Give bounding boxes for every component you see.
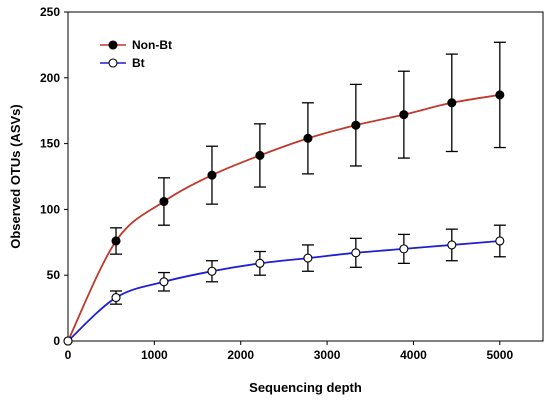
x-tick-label: 0 bbox=[65, 348, 72, 362]
data-point bbox=[447, 240, 457, 250]
legend-label-bt: Bt bbox=[132, 56, 145, 70]
data-point bbox=[399, 110, 409, 120]
legend-marker-bt bbox=[108, 58, 118, 68]
data-point bbox=[351, 248, 361, 258]
series-line-bt bbox=[67, 240, 500, 342]
x-tick-label: 1000 bbox=[141, 348, 168, 362]
series-layer bbox=[63, 41, 506, 346]
data-point bbox=[207, 170, 217, 180]
x-tick-label: 4000 bbox=[400, 348, 427, 362]
data-point bbox=[495, 236, 505, 246]
data-point bbox=[159, 277, 169, 287]
plot-frame bbox=[67, 11, 544, 342]
y-tick-label: 150 bbox=[40, 137, 60, 151]
data-point bbox=[111, 293, 121, 303]
y-tick-label: 250 bbox=[40, 5, 60, 19]
x-tick-label: 3000 bbox=[314, 348, 341, 362]
legend: Non-Bt Bt bbox=[100, 38, 172, 70]
y-axis-title: Observed OTUs (ASVs) bbox=[8, 104, 23, 249]
data-point bbox=[447, 98, 457, 108]
data-point bbox=[111, 236, 121, 246]
data-point bbox=[351, 120, 361, 130]
data-point bbox=[399, 244, 409, 254]
x-tick-label: 2000 bbox=[227, 348, 254, 362]
data-point bbox=[63, 336, 73, 346]
data-point bbox=[255, 150, 265, 160]
y-axis: 0 50 100 150 200 250 bbox=[40, 5, 68, 348]
y-tick-label: 50 bbox=[47, 268, 61, 282]
legend-marker-non-bt bbox=[108, 40, 118, 50]
x-tick-label: 5000 bbox=[486, 348, 513, 362]
legend-label-non-bt: Non-Bt bbox=[132, 38, 172, 52]
series-line-non-bt bbox=[67, 94, 500, 342]
x-axis: 0 1000 2000 3000 4000 5000 bbox=[65, 341, 513, 362]
y-tick-label: 200 bbox=[40, 71, 60, 85]
data-point bbox=[207, 266, 217, 276]
data-point bbox=[303, 253, 313, 263]
data-point bbox=[255, 258, 265, 268]
data-point bbox=[495, 90, 505, 100]
y-tick-label: 0 bbox=[53, 334, 60, 348]
data-point bbox=[303, 133, 313, 143]
series-bt bbox=[63, 224, 506, 346]
data-point bbox=[159, 196, 169, 207]
x-axis-title: Sequencing depth bbox=[249, 380, 362, 395]
y-tick-label: 100 bbox=[40, 202, 60, 216]
series-non-bt bbox=[63, 41, 506, 346]
